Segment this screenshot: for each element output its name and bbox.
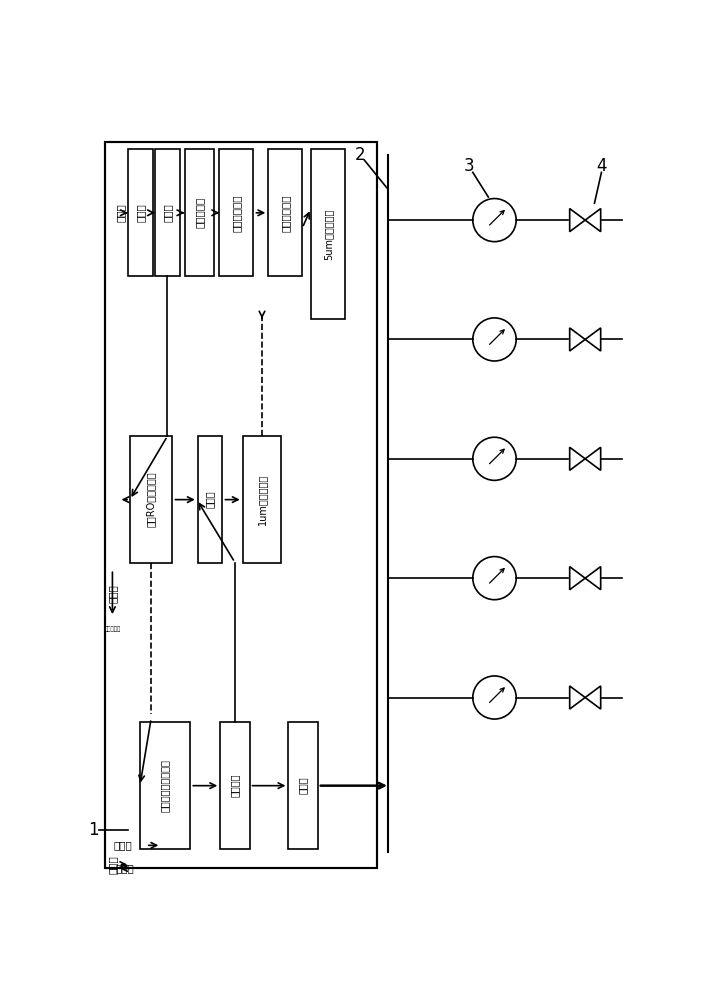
Text: 钠离子软化器: 钠离子软化器 <box>280 194 290 232</box>
Bar <box>268 149 302 276</box>
Bar <box>130 436 172 563</box>
Bar <box>184 149 214 276</box>
Text: 自来水: 自来水 <box>115 203 125 222</box>
Text: 4: 4 <box>596 157 606 175</box>
Bar <box>128 149 153 276</box>
Bar <box>104 142 377 868</box>
Bar <box>219 149 254 276</box>
Text: 5um精密过滤器: 5um精密过滤器 <box>323 208 333 260</box>
Text: 原水罐: 原水罐 <box>135 203 145 222</box>
Text: 双级RO反渗透装置: 双级RO反渗透装置 <box>147 472 156 527</box>
Bar <box>288 722 318 849</box>
Text: 石英过滤器: 石英过滤器 <box>194 197 204 228</box>
Text: 2: 2 <box>355 146 366 164</box>
Text: 1um保安过滤器: 1um保安过滤器 <box>257 474 267 525</box>
Text: 纯净水罐: 纯净水罐 <box>230 774 240 797</box>
Text: 增压泵: 增压泵 <box>163 203 172 222</box>
Text: 增压泵: 增压泵 <box>298 777 308 794</box>
Bar <box>198 436 222 563</box>
Bar <box>155 149 180 276</box>
Text: 活性炭过滤器: 活性炭过滤器 <box>231 194 241 232</box>
Text: 臭氧或紫外线杀菌器: 臭氧或紫外线杀菌器 <box>160 759 170 812</box>
Text: 自来水: 自来水 <box>107 855 118 874</box>
Text: 浓缩水排放: 浓缩水排放 <box>104 626 121 632</box>
Bar <box>140 722 190 849</box>
Text: 自来水: 自来水 <box>113 840 132 850</box>
Text: 3: 3 <box>463 157 475 175</box>
Text: 1: 1 <box>88 821 99 839</box>
Text: 增压泵: 增压泵 <box>205 491 215 508</box>
Bar <box>311 149 345 319</box>
Bar <box>220 722 250 849</box>
Text: 浓缩水: 浓缩水 <box>107 585 118 603</box>
Bar <box>243 436 281 563</box>
Text: 浓缩水: 浓缩水 <box>116 863 134 873</box>
